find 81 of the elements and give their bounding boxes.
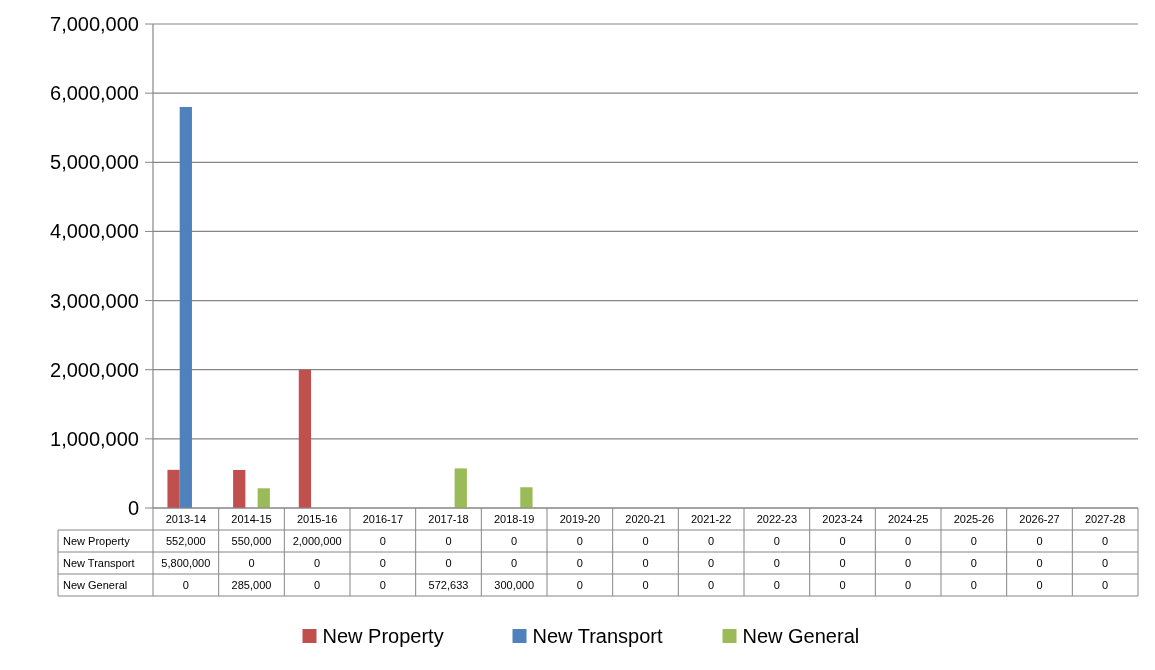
data-label: 0 [1036, 534, 1043, 547]
data-label: 0 [708, 534, 715, 547]
data-label: 0 [708, 578, 715, 591]
legend-label: New General [742, 625, 860, 647]
x-tick-label: 2014-15 [231, 512, 272, 525]
data-label: 0 [1036, 578, 1043, 591]
y-tick-label: 7,000,000 [50, 13, 139, 35]
x-tick-label: 2018-19 [493, 512, 535, 525]
data-label: 2,000,000 [292, 534, 342, 547]
bar [257, 488, 270, 508]
x-tick-label: 2013-14 [165, 512, 207, 525]
data-label: 0 [642, 534, 649, 547]
data-label: 550,000 [231, 534, 272, 547]
data-label: 0 [445, 534, 452, 547]
data-label: 0 [511, 556, 518, 569]
y-tick-label: 1,000,000 [50, 427, 139, 450]
data-label: 0 [379, 578, 386, 591]
data-label: 0 [839, 578, 846, 591]
x-tick-label: 2024-25 [887, 512, 929, 525]
data-label: 5,800,000 [161, 556, 211, 569]
data-label: 0 [905, 556, 912, 569]
y-tick-label: 4,000,000 [50, 220, 139, 243]
bar [179, 106, 192, 508]
x-tick-label: 2027-28 [1084, 512, 1126, 525]
data-label: 0 [576, 556, 583, 569]
data-label: 0 [379, 534, 386, 547]
data-label: 285,000 [231, 578, 272, 591]
data-label: 572,633 [428, 578, 469, 591]
data-label: 0 [1102, 556, 1109, 569]
y-tick-label: 6,000,000 [50, 82, 139, 105]
data-label: 0 [708, 556, 715, 569]
x-tick-label: 2020-21 [625, 512, 666, 525]
data-label: 0 [773, 534, 780, 547]
bar [167, 469, 180, 508]
y-tick-label: 3,000,000 [50, 289, 139, 312]
text: New Transport [63, 556, 135, 569]
x-tick-label: 2016-17 [362, 512, 404, 525]
y-tick-label: 2,000,000 [50, 358, 139, 381]
data-label: 0 [773, 556, 780, 569]
data-label: 300,000 [494, 578, 535, 591]
data-label: 0 [905, 578, 912, 591]
data-label: 0 [839, 534, 846, 547]
data-label: 0 [379, 556, 386, 569]
data-label: 0 [642, 578, 649, 591]
data-label: 0 [1102, 534, 1109, 547]
x-tick-label: 2021-22 [690, 512, 732, 525]
x-tick-label: 2023-24 [822, 512, 863, 525]
x-tick-label: 2019-20 [559, 512, 601, 525]
x-tick-label: 2022-23 [756, 512, 798, 525]
bar [298, 369, 312, 508]
bar [233, 469, 246, 508]
data-label: 0 [839, 556, 846, 569]
data-label: 552,000 [165, 534, 206, 547]
data-label: 0 [445, 556, 452, 569]
text: New Property [63, 534, 130, 547]
data-label: 0 [248, 556, 255, 569]
bar [520, 487, 533, 508]
data-label: 0 [1102, 578, 1109, 591]
legend-label: New Property [322, 625, 444, 647]
bar [454, 468, 467, 508]
x-tick-label: 2025-26 [953, 512, 995, 525]
data-label: 0 [1036, 556, 1043, 569]
data-label: 0 [314, 556, 321, 569]
data-label: 0 [773, 578, 780, 591]
y-tick-label: 0 [127, 497, 139, 519]
x-tick-label: 2026-27 [1019, 512, 1060, 525]
data-label: 0 [182, 578, 189, 591]
data-label: 0 [970, 534, 977, 547]
data-label: 0 [970, 578, 977, 591]
data-label: 0 [314, 578, 321, 591]
y-tick-label: 5,000,000 [50, 151, 139, 174]
x-tick-label: 2015-16 [296, 512, 338, 525]
data-label: 0 [970, 556, 977, 569]
data-label: 0 [576, 534, 583, 547]
data-label: 0 [642, 556, 649, 569]
data-label: 0 [511, 534, 518, 547]
data-label: 0 [576, 578, 583, 591]
x-tick-label: 2017-18 [428, 512, 469, 525]
data-label: 0 [905, 534, 912, 547]
text: New General [63, 578, 128, 591]
legend-label: New Transport [532, 625, 663, 647]
